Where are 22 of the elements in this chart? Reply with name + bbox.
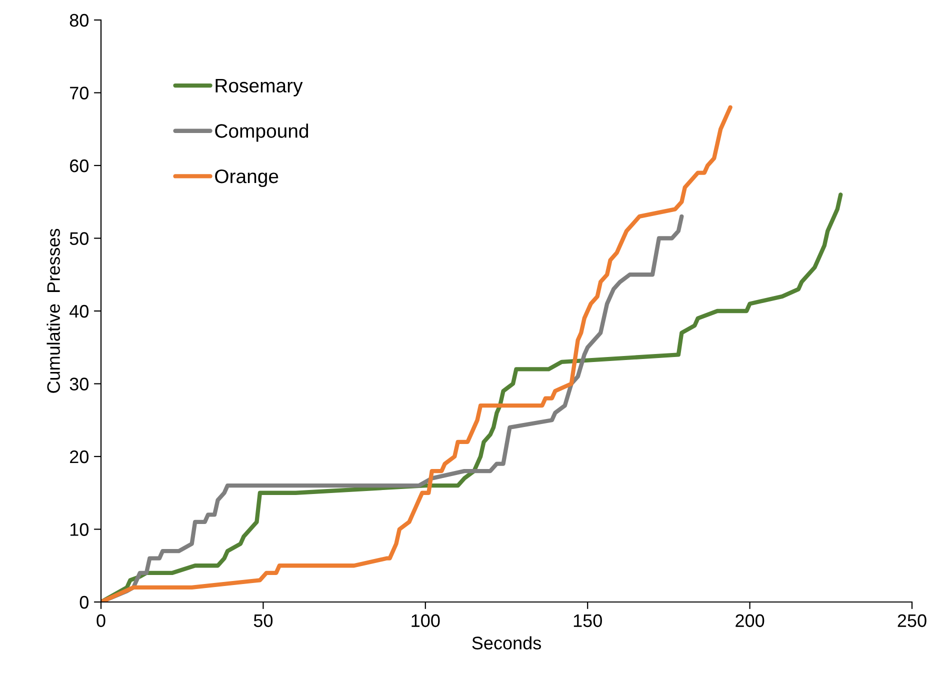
x-tick-label: 150 [574, 614, 602, 628]
y-tick-label: 10 [70, 523, 88, 536]
line-series [101, 192, 843, 602]
y-tick-label: 70 [70, 86, 88, 100]
legend-label: Compound [215, 124, 308, 142]
x-axis-title: Seconds [472, 636, 541, 650]
legend-label: Orange [215, 169, 278, 188]
y-tick-label: 30 [70, 378, 88, 390]
x-tick-label: 50 [254, 614, 273, 628]
y-tick-label: 0 [80, 596, 88, 609]
y-tick-label: 20 [70, 450, 88, 464]
y-tick-label: 60 [70, 159, 88, 172]
y-tick-label: 80 [70, 14, 88, 27]
legend-label: Rosemary [216, 78, 303, 96]
x-tick-label: 100 [412, 614, 440, 628]
y-tick-label: 50 [70, 232, 88, 245]
y-tick-label: 40 [70, 304, 88, 318]
y-axis-title: Cumulative Presses [46, 228, 60, 393]
x-tick-label: 250 [898, 614, 926, 628]
line-series [101, 105, 732, 602]
x-tick-label: 200 [736, 614, 764, 628]
x-tick-label: 0 [96, 614, 106, 628]
